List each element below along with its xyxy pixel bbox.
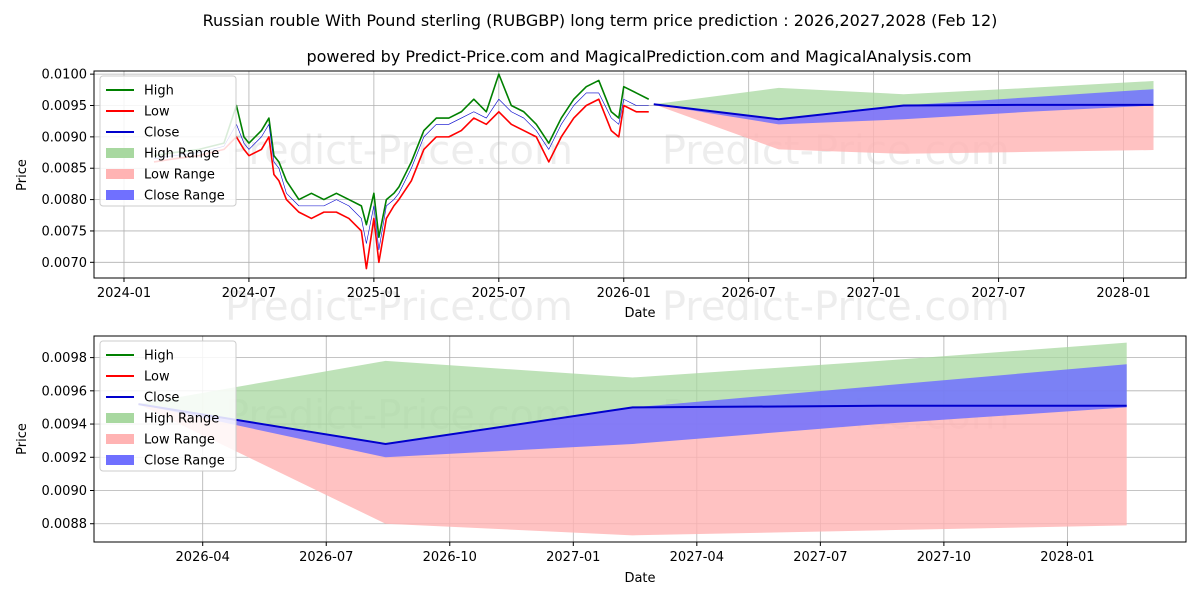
forecast-x-tick-label: 2028-01	[1040, 550, 1094, 565]
forecast-x-tick-label: 2027-07	[793, 550, 847, 565]
history-legend-label: Close	[144, 126, 179, 141]
history-axes-frame	[93, 70, 1187, 279]
history-x-tick-label: 2024-07	[222, 286, 276, 301]
history-legend-label: Low Range	[144, 168, 215, 183]
history-low-line	[153, 98, 649, 270]
chart-title: Russian rouble With Pound sterling (RUBG…	[203, 11, 998, 30]
history-legend-label: High Range	[144, 147, 219, 162]
history-x-tick-label: 2027-01	[846, 286, 900, 301]
forecast-legend-label: High Range	[144, 412, 219, 427]
history-x-tick-label: 2028-01	[1096, 286, 1150, 301]
history-forecast-close-line	[653, 103, 1154, 121]
forecast-x-tick-label: 2026-10	[423, 550, 477, 565]
history-legend-label: Low	[144, 105, 170, 120]
forecast-ylabel: Price	[15, 423, 30, 455]
forecast-close-range-band	[138, 364, 1127, 458]
history-high-line	[153, 73, 650, 239]
forecast-y-tick-label: 0.0096	[42, 384, 88, 399]
history-ylabel: Price	[15, 159, 30, 191]
history-legend-label: Close Range	[144, 189, 225, 204]
history-legend-swatch	[106, 190, 134, 200]
chart-subtitle: powered by Predict-Price.com and Magical…	[306, 47, 971, 66]
history-y-tick-label: 0.0095	[42, 99, 88, 114]
forecast-y-tick-label: 0.0092	[42, 451, 88, 466]
history-legend-swatch	[106, 169, 134, 179]
forecast-forecast-close-line	[138, 403, 1127, 445]
history-watermark: Predict-Price.com	[662, 284, 1010, 330]
history-high-range-band	[653, 81, 1154, 120]
forecast-y-tick-label: 0.0090	[42, 484, 88, 499]
history-close-range-band	[653, 89, 1154, 125]
history-y-tick-label: 0.0085	[42, 162, 88, 177]
forecast-y-tick-label: 0.0098	[42, 351, 88, 366]
history-legend-swatch	[106, 148, 134, 158]
forecast-legend-swatch	[106, 413, 134, 423]
forecast-x-tick-label: 2027-10	[917, 550, 971, 565]
history-x-tick-label: 2025-01	[347, 286, 401, 301]
forecast-legend-swatch	[106, 434, 134, 444]
history-watermark: Predict-Price.com	[225, 284, 573, 330]
history-low-range-band	[653, 104, 1154, 154]
forecast-high-range-band	[138, 342, 1127, 444]
history-x-tick-label: 2024-01	[97, 286, 151, 301]
history-panel: Predict-Price.com Predict-Price.com Predic…	[15, 68, 1187, 330]
forecast-legend-label: Low	[144, 370, 170, 385]
history-x-tick-label: 2026-01	[597, 286, 651, 301]
history-close-line	[153, 92, 649, 251]
history-y-tick-label: 0.0100	[42, 68, 88, 83]
forecast-xlabel: Date	[624, 571, 655, 586]
forecast-x-tick-label: 2027-01	[546, 550, 600, 565]
history-y-tick-label: 0.0090	[42, 130, 88, 145]
history-x-tick-label: 2026-07	[722, 286, 776, 301]
history-y-tick-label: 0.0075	[42, 224, 88, 239]
forecast-legend: High Low Close High Range Low Range Close Ran…	[99, 340, 237, 472]
history-watermark: Predict-Price.com	[225, 128, 573, 174]
forecast-legend-label: Low Range	[144, 433, 215, 448]
forecast-y-tick-label: 0.0088	[42, 517, 88, 532]
forecast-x-tick-label: 2026-04	[176, 550, 230, 565]
forecast-legend-swatch	[106, 455, 134, 465]
history-legend: High Low Close High Range Low Range Close Ran…	[99, 75, 237, 207]
forecast-legend-label: Close	[144, 391, 179, 406]
forecast-legend-label: High	[144, 349, 174, 364]
forecast-axes-frame	[93, 335, 1187, 543]
history-y-tick-label: 0.0080	[42, 193, 88, 208]
forecast-low-range-band	[138, 404, 1127, 536]
forecast-legend-label: Close Range	[144, 454, 225, 469]
history-x-tick-label: 2027-07	[971, 286, 1025, 301]
history-x-tick-label: 2025-07	[472, 286, 526, 301]
forecast-x-tick-label: 2026-07	[299, 550, 353, 565]
history-xlabel: Date	[624, 306, 655, 321]
forecast-x-tick-label: 2027-04	[670, 550, 724, 565]
history-legend-label: High	[144, 84, 174, 99]
history-y-tick-label: 0.0070	[42, 256, 88, 271]
forecast-y-tick-label: 0.0094	[42, 418, 88, 433]
